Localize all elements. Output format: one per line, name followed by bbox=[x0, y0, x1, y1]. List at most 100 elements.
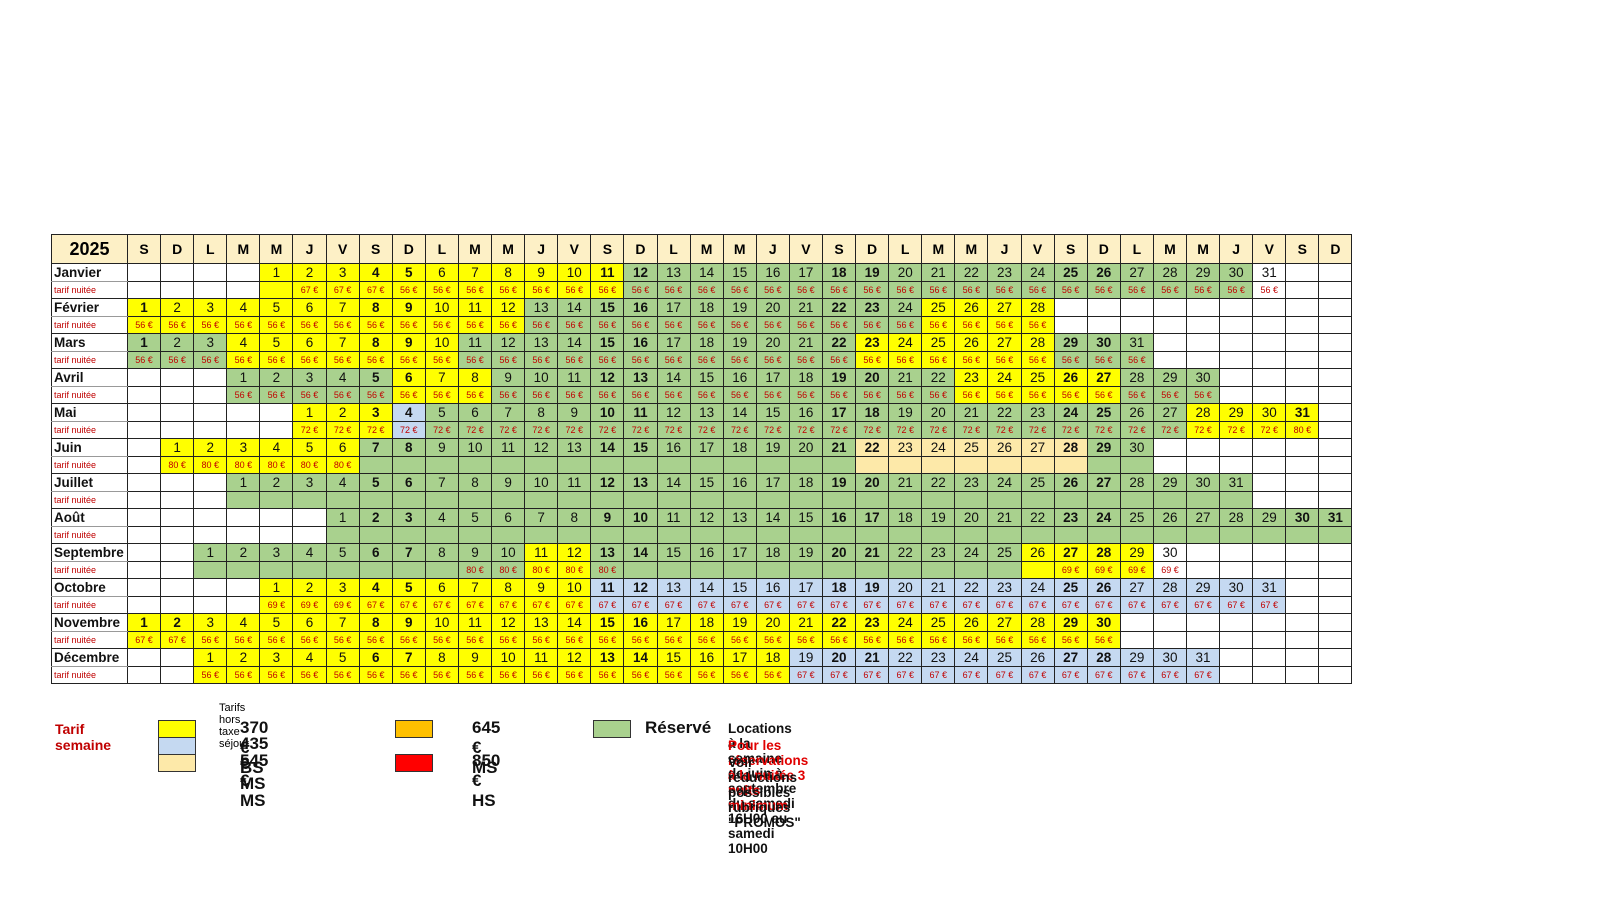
day-cell: 14 bbox=[623, 543, 658, 562]
day-cell: 14 bbox=[590, 438, 625, 457]
night-price-cell bbox=[457, 491, 493, 509]
night-price-cell: 56 € bbox=[524, 316, 559, 334]
night-price-cell: 72 € bbox=[1152, 421, 1188, 439]
empty-cell bbox=[1285, 613, 1320, 632]
day-cell: 1 bbox=[325, 508, 360, 527]
day-cell: 9 bbox=[391, 333, 426, 352]
weekday-header: J bbox=[1219, 234, 1254, 264]
night-price-cell: 56 € bbox=[722, 351, 757, 369]
day-cell: 3 bbox=[292, 473, 327, 492]
empty-cell bbox=[1318, 631, 1353, 649]
night-price-cell: 80 € bbox=[457, 561, 493, 579]
night-price-cell: 56 € bbox=[755, 631, 790, 649]
day-cell: 11 bbox=[524, 543, 559, 562]
day-cell: 20 bbox=[855, 473, 890, 492]
night-price-cell bbox=[391, 456, 426, 474]
night-price-cell: 56 € bbox=[590, 631, 625, 649]
night-price-cell: 67 € bbox=[358, 281, 393, 299]
day-cell: 14 bbox=[557, 333, 592, 352]
day-cell: 13 bbox=[590, 648, 625, 667]
month-name: Mars bbox=[51, 333, 128, 352]
day-cell: 1 bbox=[226, 473, 261, 492]
empty-cell bbox=[1219, 386, 1254, 404]
night-price-cell: 67 € bbox=[1219, 596, 1254, 614]
day-cell: 3 bbox=[193, 298, 228, 317]
night-price-cell: 56 € bbox=[855, 281, 890, 299]
day-cell: 10 bbox=[524, 368, 559, 387]
weekday-header: M bbox=[1152, 234, 1188, 264]
night-price-cell: 67 € bbox=[821, 666, 857, 684]
day-cell: 29 bbox=[1152, 368, 1188, 387]
night-price-cell bbox=[292, 491, 327, 509]
night-price-cell: 56 € bbox=[325, 631, 360, 649]
day-cell: 19 bbox=[888, 403, 923, 422]
night-price-cell: 67 € bbox=[557, 596, 592, 614]
day-cell: 13 bbox=[524, 333, 559, 352]
night-price-cell bbox=[491, 456, 526, 474]
day-cell: 8 bbox=[424, 648, 459, 667]
day-cell: 15 bbox=[656, 543, 691, 562]
day-cell: 3 bbox=[391, 508, 426, 527]
day-cell: 27 bbox=[987, 613, 1022, 632]
weekday-header: M bbox=[491, 234, 526, 264]
day-cell: 9 bbox=[424, 438, 459, 457]
day-cell: 24 bbox=[1020, 263, 1055, 282]
day-cell: 22 bbox=[821, 298, 857, 317]
empty-cell bbox=[1318, 316, 1353, 334]
night-price-cell: 56 € bbox=[292, 386, 327, 404]
empty-cell bbox=[193, 526, 228, 544]
empty-cell bbox=[1285, 473, 1320, 492]
night-price-cell: 56 € bbox=[1119, 351, 1154, 369]
day-cell: 10 bbox=[491, 543, 526, 562]
night-price-cell: 56 € bbox=[524, 666, 559, 684]
day-cell: 17 bbox=[656, 333, 691, 352]
night-price-cell bbox=[1020, 456, 1055, 474]
empty-cell bbox=[226, 596, 261, 614]
night-price-cell: 56 € bbox=[226, 386, 261, 404]
empty-cell bbox=[1219, 333, 1254, 352]
empty-cell bbox=[1252, 456, 1287, 474]
night-price-cell bbox=[623, 491, 658, 509]
day-cell: 17 bbox=[821, 403, 857, 422]
day-cell: 13 bbox=[656, 578, 691, 597]
legend-swatch-reserve bbox=[593, 720, 631, 738]
empty-cell bbox=[1318, 491, 1353, 509]
day-cell: 2 bbox=[226, 543, 261, 562]
night-price-cell: 56 € bbox=[226, 316, 261, 334]
price-row-label: tarif nuitée bbox=[51, 421, 128, 439]
day-cell: 14 bbox=[557, 298, 592, 317]
night-price-cell bbox=[623, 561, 658, 579]
night-price-cell: 56 € bbox=[226, 351, 261, 369]
night-price-cell bbox=[821, 561, 857, 579]
night-price-cell: 56 € bbox=[623, 631, 658, 649]
day-cell: 13 bbox=[623, 368, 658, 387]
night-price-cell bbox=[292, 561, 327, 579]
day-cell: 6 bbox=[325, 438, 360, 457]
empty-cell bbox=[1152, 316, 1188, 334]
day-cell: 20 bbox=[954, 508, 989, 527]
night-price-cell: 56 € bbox=[1086, 631, 1121, 649]
day-cell: 20 bbox=[921, 403, 956, 422]
day-cell: 9 bbox=[457, 543, 493, 562]
night-price-cell: 80 € bbox=[292, 456, 327, 474]
day-cell: 20 bbox=[755, 298, 790, 317]
night-price-cell bbox=[1053, 526, 1088, 544]
day-cell: 3 bbox=[358, 403, 393, 422]
empty-cell bbox=[160, 648, 195, 667]
night-price-cell: 72 € bbox=[1219, 421, 1254, 439]
day-cell: 21 bbox=[888, 368, 923, 387]
empty-cell bbox=[126, 403, 162, 422]
day-cell: 23 bbox=[954, 368, 989, 387]
night-price-cell: 67 € bbox=[954, 596, 989, 614]
day-cell: 17 bbox=[689, 438, 724, 457]
night-price-cell: 56 € bbox=[391, 316, 426, 334]
day-cell: 22 bbox=[921, 368, 956, 387]
day-cell: 23 bbox=[855, 333, 890, 352]
day-cell: 28 bbox=[1119, 473, 1154, 492]
day-cell: 3 bbox=[226, 438, 261, 457]
night-price-cell: 67 € bbox=[855, 596, 890, 614]
day-cell: 2 bbox=[358, 508, 393, 527]
day-cell: 8 bbox=[391, 438, 426, 457]
day-cell: 5 bbox=[292, 438, 327, 457]
night-price-cell: 67 € bbox=[987, 666, 1022, 684]
